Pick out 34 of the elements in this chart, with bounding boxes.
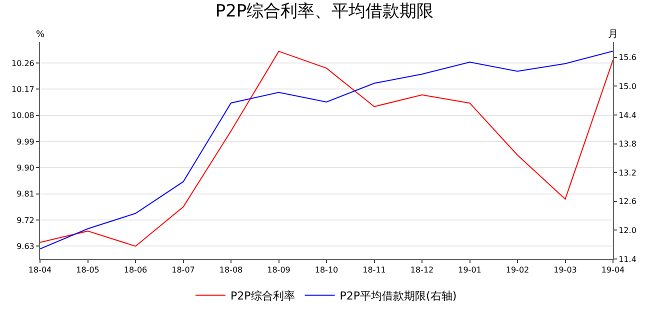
y2-tick-label: 15.6	[618, 53, 636, 62]
y2-tick-label: 12.6	[618, 197, 636, 206]
x-tick-label: 18-06	[124, 266, 148, 275]
x-tick-label: 18-11	[362, 266, 386, 275]
x-tick-label: 18-08	[219, 266, 243, 275]
y2-tick-label: 15.0	[618, 82, 636, 91]
x-tick-label: 18-10	[314, 266, 338, 275]
y-tick-label: 10.17	[11, 84, 34, 94]
y2-tick-label: 12.0	[618, 226, 636, 235]
y2-axis-title: 月	[608, 29, 618, 40]
y-tick-label: 9.81	[16, 190, 34, 199]
y-tick-label: 9.99	[16, 137, 34, 146]
chart-title: P2P综合利率、平均借款期限	[215, 2, 434, 22]
x-tick-label: 19-02	[506, 266, 530, 275]
y-tick-label: 9.72	[16, 216, 34, 225]
y2-tick-label: 13.2	[618, 168, 636, 178]
y-tick-label: 9.63	[16, 242, 34, 251]
legend-label: P2P综合利率	[230, 289, 295, 302]
x-tick-label: 19-03	[554, 266, 577, 275]
y-axis-title: %	[36, 30, 45, 40]
legend-label: P2P平均借款期限(右轴)	[340, 289, 457, 302]
y-tick-label: 10.26	[11, 58, 34, 68]
y-tick-label: 9.90	[16, 163, 34, 172]
x-tick-label: 19-04	[601, 266, 625, 275]
y2-tick-label: 11.4	[618, 254, 636, 264]
x-tick-label: 18-07	[172, 266, 195, 275]
y2-tick-label: 14.4	[618, 110, 636, 120]
x-tick-label: 18-12	[410, 266, 434, 275]
y2-tick-label: 13.8	[618, 140, 636, 149]
x-tick-label: 18-05	[76, 266, 100, 275]
x-tick-label: 19-01	[458, 266, 482, 275]
x-tick-label: 18-09	[267, 266, 290, 275]
x-tick-label: 18-04	[28, 266, 52, 275]
y-tick-label: 10.08	[11, 111, 34, 120]
